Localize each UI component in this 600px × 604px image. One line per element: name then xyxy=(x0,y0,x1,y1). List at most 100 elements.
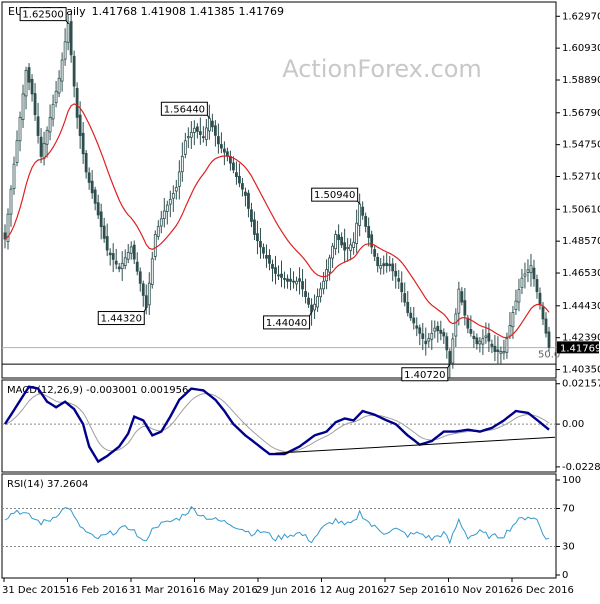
candle xyxy=(90,170,94,199)
candle xyxy=(226,147,229,162)
macd-panel-frame xyxy=(1,379,557,473)
swing-label-text: 1.40720 xyxy=(404,370,445,381)
price-tick-label: 1.56790 xyxy=(562,108,600,119)
candle xyxy=(177,160,181,200)
candle xyxy=(81,121,85,164)
candle xyxy=(150,251,154,289)
candle-body xyxy=(204,127,208,140)
candle xyxy=(484,322,488,344)
candle-body xyxy=(472,335,476,339)
candle xyxy=(78,101,82,149)
candle-body xyxy=(51,103,55,120)
candle-body xyxy=(42,142,46,159)
candle-body xyxy=(358,203,362,226)
candle-body xyxy=(117,266,121,270)
candle-body xyxy=(508,325,512,337)
swing-label-box xyxy=(97,311,145,326)
candle xyxy=(340,232,344,249)
candle xyxy=(523,262,527,289)
candle-body xyxy=(12,163,16,189)
candle xyxy=(379,258,383,275)
swing-label: 1.40720 xyxy=(401,363,451,382)
candle xyxy=(514,289,518,315)
candle xyxy=(63,28,67,66)
current-price-text: 1.41769 xyxy=(560,343,600,354)
candle-body xyxy=(547,331,551,348)
swing-label-pointer xyxy=(447,363,451,368)
candle xyxy=(412,306,416,330)
candle-body xyxy=(415,325,419,329)
price-tick-label: 1.48570 xyxy=(562,236,600,247)
candle xyxy=(232,156,235,174)
candle-body xyxy=(373,249,377,257)
candle xyxy=(331,242,335,269)
candle-body xyxy=(99,211,103,228)
price-layer: 50.0 1.62500 1.44320 1.56440 1.44040 1.50940 1… xyxy=(2,7,560,382)
candle xyxy=(337,224,341,254)
rsi-tick-label: 0 xyxy=(562,570,568,581)
candle xyxy=(385,252,389,273)
candle-body xyxy=(135,261,139,272)
candle-body xyxy=(219,144,223,149)
candle xyxy=(69,13,73,63)
candle-body xyxy=(289,278,292,282)
candle xyxy=(87,167,91,190)
axis-layer: 1.62970 1.60930 1.58890 1.56790 1.54750 1.527… xyxy=(2,11,600,596)
candle xyxy=(235,161,238,185)
candle-body xyxy=(54,90,58,104)
swing-label-pointer xyxy=(357,200,361,205)
swing-label-pointer xyxy=(143,307,147,312)
candle xyxy=(259,227,262,259)
candle-body xyxy=(265,255,268,259)
candle-body xyxy=(174,187,178,192)
candle-body xyxy=(298,278,301,282)
price-panel-frame xyxy=(1,1,557,379)
candle xyxy=(298,267,301,295)
candle-body xyxy=(376,256,380,267)
candle-body xyxy=(9,188,13,215)
candle xyxy=(505,332,509,359)
swing-label-box xyxy=(311,187,359,202)
candle xyxy=(180,142,184,182)
candle-body xyxy=(141,283,145,296)
rsi-title: RSI(14) 37.2604 xyxy=(7,479,88,490)
candle xyxy=(490,339,494,354)
candle xyxy=(250,202,253,228)
candle xyxy=(277,265,280,281)
candle-body xyxy=(108,252,112,256)
candle-body xyxy=(21,93,25,120)
candle xyxy=(210,113,214,132)
candle xyxy=(271,259,274,282)
candle xyxy=(436,321,440,343)
macd-layer xyxy=(2,385,556,464)
candle-body xyxy=(75,87,79,118)
candle-body xyxy=(526,269,530,273)
candle-body xyxy=(394,270,398,277)
candle xyxy=(367,217,371,247)
candle xyxy=(391,258,395,281)
candle xyxy=(274,255,277,285)
candle xyxy=(358,193,362,237)
candle-body xyxy=(66,23,70,43)
candle xyxy=(123,249,127,270)
candle-body xyxy=(442,332,446,337)
candle-body xyxy=(132,244,136,260)
candle xyxy=(466,314,470,334)
candle-body xyxy=(150,258,154,286)
candle-body xyxy=(192,127,196,133)
candle xyxy=(6,208,10,250)
candle-body xyxy=(96,202,100,216)
candle xyxy=(475,333,479,350)
candle-body xyxy=(448,351,452,365)
price-tick-label: 1.62970 xyxy=(562,11,600,22)
candle xyxy=(126,243,130,264)
candle-body xyxy=(271,264,274,269)
swing-label-text: 1.50940 xyxy=(314,190,355,201)
price-tick-label: 1.42390 xyxy=(562,333,600,344)
candle xyxy=(313,294,316,319)
candle xyxy=(42,131,46,166)
candle-body xyxy=(391,263,395,272)
candle-body xyxy=(63,41,67,60)
candle-body xyxy=(123,257,127,266)
